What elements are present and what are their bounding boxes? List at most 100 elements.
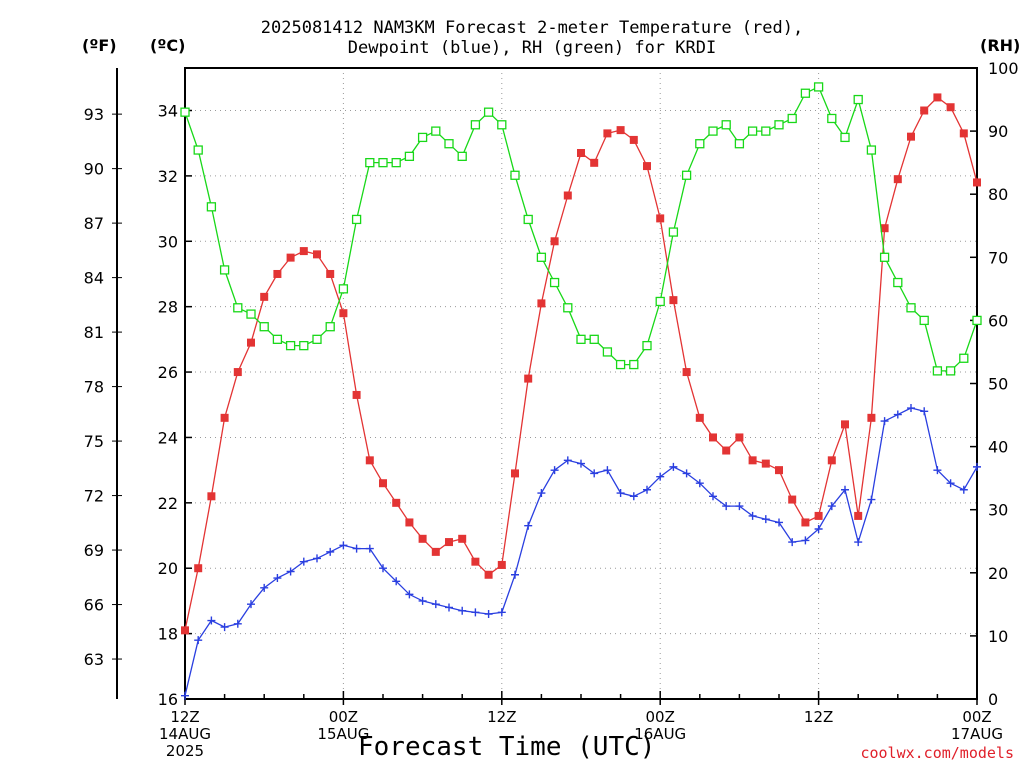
dewpoint-point xyxy=(669,462,678,471)
x-tick-label: 14AUG xyxy=(159,725,211,743)
rh-point xyxy=(444,139,454,149)
dewpoint-point xyxy=(748,511,757,520)
plot-frame xyxy=(184,67,978,700)
data-series xyxy=(180,82,982,700)
temperature-point xyxy=(880,224,889,233)
rh-point xyxy=(549,277,560,288)
dewpoint-point xyxy=(299,557,308,566)
x-tick-label: 2025 xyxy=(166,742,204,760)
rh-point xyxy=(681,170,692,180)
x-tick-label: 12Z xyxy=(804,708,833,726)
temperature-point xyxy=(577,149,585,158)
temperature-point xyxy=(761,459,770,468)
dewpoint-point xyxy=(181,691,189,700)
temperature-point xyxy=(286,253,295,262)
temperature-point xyxy=(827,456,836,465)
rh-point xyxy=(800,88,811,98)
rh-point xyxy=(893,277,903,288)
rh-point xyxy=(932,366,943,376)
temperature-point xyxy=(273,269,282,278)
rh-point xyxy=(259,322,269,332)
rh-point xyxy=(338,284,349,294)
rh-point xyxy=(233,303,243,313)
rh-point xyxy=(734,139,745,149)
chart-title-line-1: 2025081412 NAM3KM Forecast 2-meter Tempe… xyxy=(260,18,804,38)
temperature-point xyxy=(656,214,665,223)
rh-tick-label: 80 xyxy=(988,185,1008,204)
rh-point xyxy=(312,334,322,344)
temperature-point xyxy=(946,103,955,112)
temperature-point xyxy=(207,492,216,501)
temperature-point xyxy=(365,456,374,465)
rh-point xyxy=(576,334,586,344)
temperature-point xyxy=(669,296,678,305)
dewpoint-point xyxy=(405,590,414,599)
chart-title-line-2: Dewpoint (blue), RH (green) for KRDI xyxy=(347,38,717,58)
dewpoint-point xyxy=(735,502,744,511)
dewpoint-point xyxy=(379,564,387,573)
rh-tick-label: 90 xyxy=(988,122,1008,141)
dewpoint-point xyxy=(629,492,638,501)
fahrenheit-tick-label: 75 xyxy=(84,432,104,451)
rh-point xyxy=(774,120,784,130)
temperature-point xyxy=(788,495,797,504)
fahrenheit-tick-label: 84 xyxy=(84,269,104,288)
temperature-point xyxy=(841,420,849,429)
dewpoint-point xyxy=(761,515,770,524)
dewpoint-point xyxy=(603,466,612,475)
temperature-point xyxy=(867,413,876,422)
temperature-point xyxy=(814,511,823,520)
dewpoint-point xyxy=(854,538,863,547)
x-tick-label: 00Z xyxy=(646,708,675,726)
temperature-point xyxy=(603,129,612,138)
rh-tick-label: 70 xyxy=(988,248,1008,267)
rh-point xyxy=(787,113,797,124)
dewpoint-point xyxy=(511,570,519,579)
fahrenheit-tick-label: 69 xyxy=(84,541,104,560)
celsius-tick-label: 28 xyxy=(158,298,178,317)
dewpoint-point xyxy=(233,619,242,628)
dewpoint-point xyxy=(616,489,625,498)
rh-axis-unit: (RH) xyxy=(980,36,1021,55)
temperature-point xyxy=(418,534,427,543)
temperature-point xyxy=(431,547,440,556)
x-axis-title: Forecast Time (UTC) xyxy=(358,732,656,762)
temperature-point xyxy=(313,250,321,259)
temperature-point xyxy=(550,237,559,246)
dewpoint-point xyxy=(326,547,335,556)
rh-point xyxy=(629,359,639,370)
fahrenheit-tick-label: 78 xyxy=(84,378,104,397)
dewpoint-point xyxy=(973,462,981,471)
dewpoint-point xyxy=(365,544,374,553)
dewpoint-line xyxy=(184,407,978,696)
temperature-point xyxy=(484,570,493,579)
temperature-point xyxy=(220,413,229,422)
temperature-line xyxy=(184,96,978,631)
celsius-tick-label: 24 xyxy=(158,428,178,447)
temperature-point xyxy=(735,433,744,442)
temperature-point xyxy=(643,162,651,171)
rh-point xyxy=(879,252,890,262)
dewpoint-point xyxy=(656,472,665,481)
dewpoint-point xyxy=(458,606,467,615)
rh-point xyxy=(431,126,441,136)
temperature-point xyxy=(709,433,717,442)
rh-point xyxy=(219,265,230,275)
rh-point xyxy=(721,120,731,130)
temperature-point xyxy=(893,175,902,184)
rh-point xyxy=(615,359,626,370)
temperature-point xyxy=(537,299,546,308)
dewpoint-point xyxy=(563,456,572,465)
celsius-tick-label: 18 xyxy=(158,625,178,644)
rh-point xyxy=(747,126,758,136)
dewpoint-point xyxy=(273,574,282,583)
dewpoint-point xyxy=(695,479,704,488)
rh-point xyxy=(695,139,705,149)
rh-point xyxy=(510,170,520,180)
temperature-point xyxy=(695,413,704,422)
rh-point xyxy=(272,334,283,344)
x-tick-label: 15AUG xyxy=(317,725,369,743)
dewpoint-point xyxy=(286,567,295,576)
temperature-point xyxy=(458,534,467,543)
